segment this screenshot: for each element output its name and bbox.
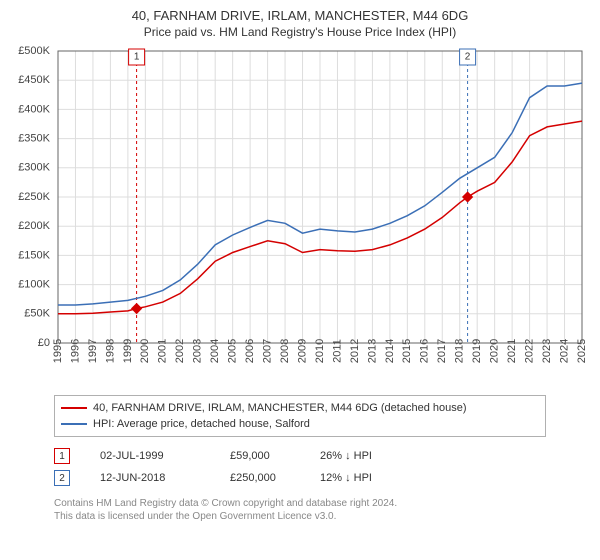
marker-diff-1: 26% ↓ HPI	[320, 450, 420, 462]
svg-text:1997: 1997	[87, 339, 99, 363]
svg-text:2003: 2003	[192, 339, 204, 363]
svg-text:2013: 2013	[366, 339, 378, 363]
svg-text:2002: 2002	[174, 339, 186, 363]
legend-box: 40, FARNHAM DRIVE, IRLAM, MANCHESTER, M4…	[54, 395, 546, 437]
svg-text:£500K: £500K	[18, 45, 50, 57]
svg-text:2016: 2016	[419, 339, 431, 363]
marker-badge-2: 2	[54, 470, 70, 486]
svg-text:2024: 2024	[558, 339, 570, 363]
legend-label-hpi: HPI: Average price, detached house, Salf…	[93, 418, 310, 430]
svg-text:£100K: £100K	[18, 279, 50, 291]
svg-text:2001: 2001	[157, 339, 169, 363]
marker-price-1: £59,000	[230, 450, 320, 462]
credits-line2: This data is licensed under the Open Gov…	[54, 510, 546, 523]
chart-container: 40, FARNHAM DRIVE, IRLAM, MANCHESTER, M4…	[0, 0, 600, 523]
svg-text:2018: 2018	[454, 339, 466, 363]
legend-label-property: 40, FARNHAM DRIVE, IRLAM, MANCHESTER, M4…	[93, 402, 467, 414]
marker-table: 1 02-JUL-1999 £59,000 26% ↓ HPI 2 12-JUN…	[54, 445, 546, 489]
svg-text:£150K: £150K	[18, 249, 50, 261]
svg-text:2010: 2010	[314, 339, 326, 363]
credits: Contains HM Land Registry data © Crown c…	[54, 497, 546, 523]
svg-text:2021: 2021	[506, 339, 518, 363]
svg-text:2004: 2004	[209, 339, 221, 363]
svg-text:2009: 2009	[296, 339, 308, 363]
title-line2: Price paid vs. HM Land Registry's House …	[0, 25, 600, 39]
svg-text:2: 2	[465, 52, 471, 63]
svg-text:£250K: £250K	[18, 191, 50, 203]
svg-text:2012: 2012	[349, 339, 361, 363]
marker-row-2: 2 12-JUN-2018 £250,000 12% ↓ HPI	[54, 467, 546, 489]
legend-swatch-hpi	[61, 423, 87, 425]
svg-text:1996: 1996	[69, 339, 81, 363]
marker-row-1: 1 02-JUL-1999 £59,000 26% ↓ HPI	[54, 445, 546, 467]
svg-text:2014: 2014	[384, 339, 396, 363]
legend-row-property: 40, FARNHAM DRIVE, IRLAM, MANCHESTER, M4…	[61, 400, 539, 416]
svg-text:2007: 2007	[262, 339, 274, 363]
svg-text:£50K: £50K	[24, 308, 50, 320]
svg-text:2020: 2020	[489, 339, 501, 363]
svg-text:1: 1	[134, 52, 140, 63]
marker-date-1: 02-JUL-1999	[100, 450, 230, 462]
svg-text:2015: 2015	[401, 339, 413, 363]
title-block: 40, FARNHAM DRIVE, IRLAM, MANCHESTER, M4…	[0, 0, 600, 45]
svg-text:2000: 2000	[139, 339, 151, 363]
marker-price-2: £250,000	[230, 472, 320, 484]
svg-text:£300K: £300K	[18, 162, 50, 174]
svg-text:2005: 2005	[227, 339, 239, 363]
svg-text:1999: 1999	[122, 339, 134, 363]
marker-diff-2: 12% ↓ HPI	[320, 472, 420, 484]
title-line1: 40, FARNHAM DRIVE, IRLAM, MANCHESTER, M4…	[0, 8, 600, 23]
svg-text:2017: 2017	[436, 339, 448, 363]
marker-date-2: 12-JUN-2018	[100, 472, 230, 484]
svg-text:2008: 2008	[279, 339, 291, 363]
marker-badge-1: 1	[54, 448, 70, 464]
chart-area: £0£50K£100K£150K£200K£250K£300K£350K£400…	[54, 45, 586, 385]
svg-text:2022: 2022	[524, 339, 536, 363]
legend-row-hpi: HPI: Average price, detached house, Salf…	[61, 416, 539, 432]
line-chart-svg: £0£50K£100K£150K£200K£250K£300K£350K£400…	[54, 45, 586, 385]
svg-text:£200K: £200K	[18, 220, 50, 232]
svg-text:£350K: £350K	[18, 133, 50, 145]
svg-text:2006: 2006	[244, 339, 256, 363]
svg-text:£0: £0	[38, 337, 50, 349]
svg-text:£400K: £400K	[18, 103, 50, 115]
svg-text:£450K: £450K	[18, 74, 50, 86]
svg-text:2023: 2023	[541, 339, 553, 363]
legend-swatch-property	[61, 407, 87, 409]
svg-text:2019: 2019	[471, 339, 483, 363]
credits-line1: Contains HM Land Registry data © Crown c…	[54, 497, 546, 510]
svg-text:1998: 1998	[104, 339, 116, 363]
